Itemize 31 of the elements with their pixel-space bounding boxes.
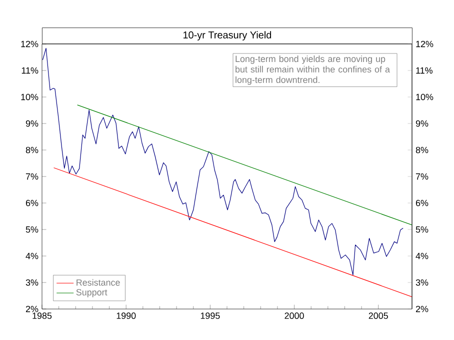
y-tick-label: 8%	[416, 146, 428, 154]
y2-tick-label: 2%	[26, 306, 38, 312]
annotation: Long-term bond yields are moving up but still remain within the confines of a long-term downtrend.	[236, 55, 390, 85]
y2-tick-label: 11%	[22, 67, 38, 74]
x-tick-label: 2005	[368, 312, 388, 319]
y-tick-label: 9%	[416, 120, 428, 127]
y-tick-label: 4%	[416, 252, 428, 260]
y-tick-label: 10%	[416, 94, 434, 100]
y-tick-label: 12%	[416, 40, 434, 48]
x-tick-label: 1990	[116, 312, 136, 319]
x-tick-label: 2000	[284, 312, 304, 319]
y-tick-label: 7%	[416, 173, 428, 180]
y2-tick-label: 5%	[26, 226, 38, 233]
y2-tick-label: 9%	[26, 120, 38, 127]
y2-tick-label: 12%	[21, 40, 38, 48]
x-tick-label: 1985	[32, 312, 52, 319]
legend-label: Support	[76, 289, 108, 298]
y2-tick-label: 7%	[26, 173, 38, 180]
y-tick-label: 6%	[416, 200, 428, 206]
y2-tick-label: 3%	[26, 279, 38, 286]
y2-tick-label: 8%	[26, 146, 38, 154]
y-tick-label: 11%	[416, 67, 432, 74]
legend-label: Resistance	[76, 279, 120, 286]
x-tick-label: 1995	[200, 312, 220, 319]
y2-tick-label: 10%	[21, 94, 38, 100]
chart-title: 10-yr Treasury Yield	[183, 31, 272, 40]
y-tick-label: 2%	[416, 306, 428, 312]
y-tick-label: 5%	[416, 226, 428, 233]
y2-tick-label: 6%	[26, 200, 38, 206]
y2-tick-label: 4%	[26, 252, 38, 260]
y-tick-label: 3%	[416, 279, 428, 286]
